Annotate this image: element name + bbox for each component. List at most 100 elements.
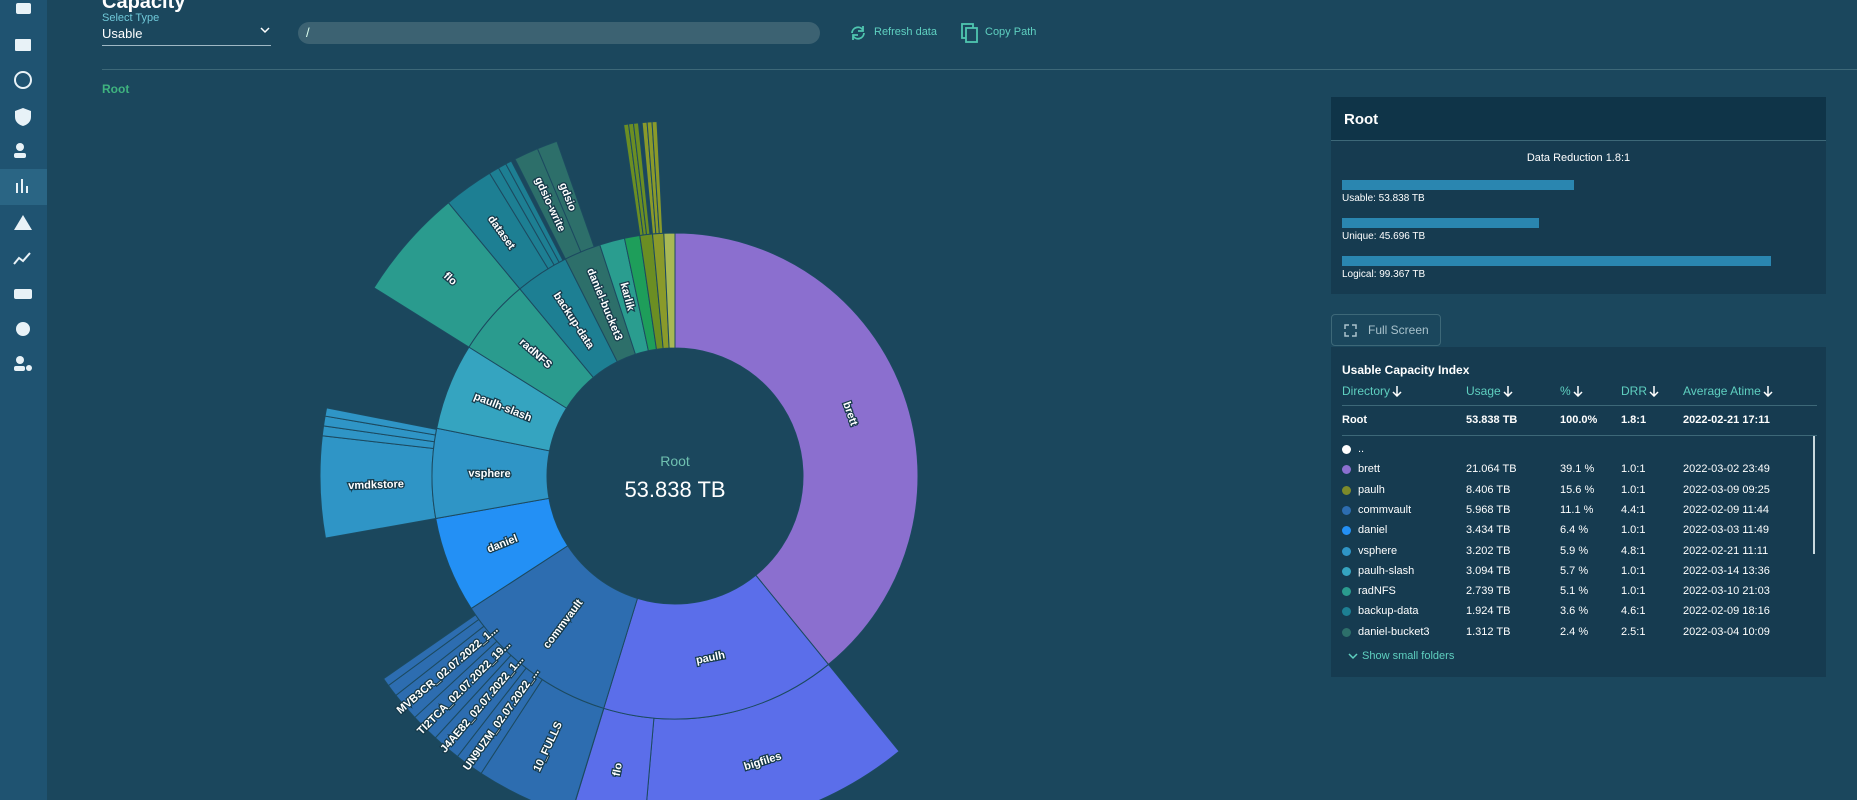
- sidebar-icons: [0, 3, 47, 371]
- row-dot: [1342, 587, 1351, 597]
- row-name: paulh: [1358, 483, 1385, 496]
- row-name: commvault: [1358, 503, 1412, 516]
- row-cell: 1.0:1: [1621, 585, 1646, 598]
- row-cell: 5.968 TB: [1466, 503, 1511, 516]
- sort-arrow-shape: [1573, 386, 1583, 397]
- row-cell: 1.0:1: [1621, 564, 1646, 577]
- segment-label: vmdkstore: [348, 478, 404, 492]
- column-header: Directory: [1342, 384, 1402, 398]
- row-cell: 2022-03-09 09:25: [1683, 483, 1770, 496]
- row-cell: 2022-03-02 23:49: [1683, 463, 1770, 476]
- center-label: Root: [660, 453, 690, 469]
- sunburst-segment: [674, 232, 919, 666]
- capacity-bar-label: Logical: 99.367 TB: [1342, 269, 1426, 280]
- row-cell: 2022-03-03 11:49: [1683, 524, 1770, 537]
- center-value: 53.838 TB: [624, 477, 725, 502]
- row-name: vsphere: [1358, 544, 1398, 557]
- refresh-button[interactable]: Refresh data: [874, 26, 937, 38]
- capacity-bar: [1342, 180, 1575, 190]
- row-cell: 6.4 %: [1560, 524, 1589, 537]
- row-cell: 21.064 TB: [1466, 463, 1517, 476]
- sunburst-chart: Root 53.838 TB brettbigfilesflopaulh10_F…: [319, 120, 919, 800]
- total-cell: 2022-02-21 17:11: [1683, 414, 1770, 426]
- data-reduction: Data Reduction 1.8:1: [1526, 152, 1631, 164]
- total-cell: 1.8:1: [1621, 414, 1647, 426]
- row-cell: 15.6 %: [1560, 483, 1595, 496]
- summary-title: Root: [1344, 111, 1379, 128]
- sunburst-segment: [663, 232, 676, 349]
- select-chevron[interactable]: [259, 26, 271, 36]
- select-underline: [102, 45, 271, 46]
- header-rule: [1342, 405, 1817, 406]
- row-dot: [1342, 607, 1351, 617]
- sort-arrow-shape: [1763, 386, 1773, 397]
- row-cell: 1.0:1: [1621, 483, 1646, 496]
- page-title: Capacity: [102, 0, 186, 13]
- row-name: backup-data: [1358, 605, 1419, 618]
- row-cell: 4.8:1: [1621, 544, 1646, 557]
- row-cell: 2.5:1: [1621, 625, 1646, 638]
- sort-arrow: [1392, 386, 1402, 397]
- row-dot: [1342, 546, 1351, 556]
- sort-arrow: [1503, 386, 1513, 397]
- row-cell: 2022-02-09 18:16: [1683, 605, 1770, 618]
- capacity-bar: [1342, 218, 1540, 228]
- row-cell: 1.0:1: [1621, 463, 1646, 476]
- column-header: Average Atime: [1683, 384, 1773, 398]
- row-cell: 1.924 TB: [1466, 605, 1511, 618]
- capacity-bar-label: Usable: 53.838 TB: [1342, 193, 1425, 204]
- column-header: DRR: [1621, 384, 1659, 398]
- sidebar: [0, 0, 47, 800]
- column-header-text: DRR: [1621, 384, 1647, 398]
- path-input[interactable]: [298, 22, 820, 44]
- row-cell: 2022-03-04 10:09: [1683, 625, 1770, 638]
- row-cell: 4.4:1: [1621, 503, 1646, 516]
- summary-panel: Root Data Reduction 1.8:1 Usable: 53.838…: [1331, 97, 1826, 294]
- full-screen-button[interactable]: Full Screen: [1331, 314, 1441, 346]
- row-cell: 2022-03-14 13:36: [1683, 564, 1770, 577]
- row-dot: [1342, 627, 1351, 637]
- column-header-text: Average Atime: [1683, 384, 1761, 398]
- show-small-folders[interactable]: Show small folders: [1362, 650, 1455, 662]
- row-cell: 2.739 TB: [1466, 585, 1511, 598]
- row-cell: 2022-02-21 11:11: [1683, 544, 1769, 557]
- row-dot: [1342, 485, 1351, 495]
- row-dot: [1342, 566, 1351, 576]
- copy-icon[interactable]: [960, 22, 980, 44]
- row-dot: [1342, 445, 1351, 454]
- row-cell: 5.9 %: [1560, 544, 1589, 557]
- row-cell: 4.6:1: [1621, 605, 1646, 618]
- capacity-bar-label: Unique: 45.696 TB: [1342, 231, 1426, 242]
- row-cell: 2.4 %: [1560, 625, 1589, 638]
- row-dot: [1342, 505, 1351, 515]
- row-cell: 1.0:1: [1621, 524, 1646, 537]
- segment-label: flo: [611, 761, 625, 777]
- capacity-bar: [1342, 256, 1771, 266]
- select-label: Select Type: [102, 12, 160, 24]
- sort-arrow: [1573, 386, 1583, 397]
- row-cell: 39.1 %: [1560, 463, 1595, 476]
- sort-arrow: [1763, 386, 1773, 397]
- refresh-icon[interactable]: [848, 24, 868, 42]
- row-cell: 11.1 %: [1560, 503, 1594, 516]
- show-small-chevron[interactable]: [1347, 652, 1359, 662]
- row-cell: 5.1 %: [1560, 585, 1589, 598]
- row-cell: 3.6 %: [1560, 605, 1589, 618]
- nav-icons[interactable]: [0, 3, 47, 371]
- row-dot: [1342, 526, 1351, 536]
- copy-path-button[interactable]: Copy Path: [985, 26, 1037, 38]
- row-cell: 3.202 TB: [1466, 544, 1511, 557]
- row-cell: 2022-03-10 21:03: [1683, 585, 1770, 598]
- select-value[interactable]: Usable: [102, 26, 143, 41]
- row-cell: 3.094 TB: [1466, 564, 1511, 577]
- column-header-text: %: [1560, 384, 1571, 398]
- sort-arrow: [1649, 386, 1659, 397]
- breadcrumb[interactable]: Root: [102, 82, 130, 96]
- divider: [102, 69, 1857, 70]
- row-name: daniel: [1358, 524, 1388, 537]
- row-cell: 8.406 TB: [1466, 483, 1511, 496]
- scrollbar[interactable]: [1813, 436, 1815, 554]
- total-cell: Root: [1342, 414, 1368, 426]
- row-cell: 2022-02-09 11:44: [1683, 503, 1770, 516]
